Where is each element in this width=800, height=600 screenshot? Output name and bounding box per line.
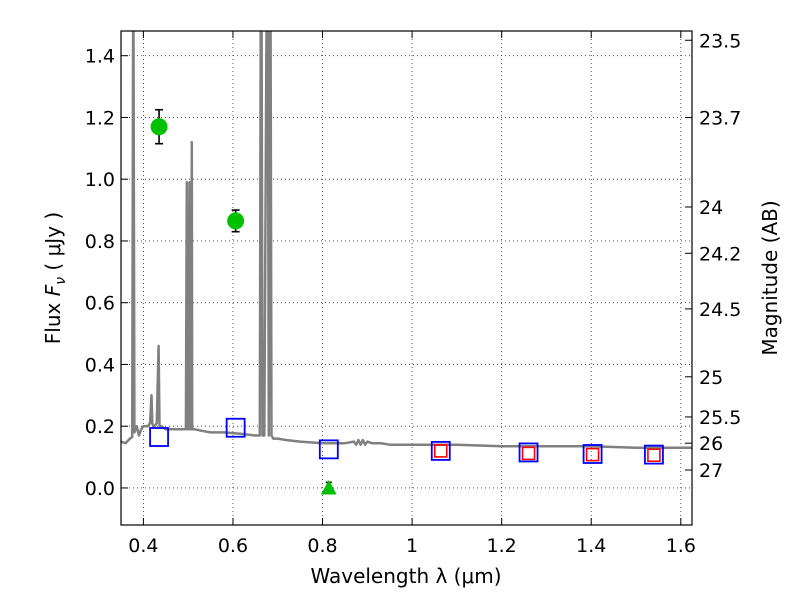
observed-photometry-point: [585, 447, 600, 462]
observed-photometry-point: [433, 444, 448, 458]
model-photometry-point: [518, 442, 539, 463]
model-photometry-point: [430, 440, 451, 461]
y-tick-label: 1.0: [85, 169, 115, 191]
y-tick-label: 1.2: [85, 107, 115, 129]
x-tick-label: 1.6: [666, 535, 696, 557]
y2-tick-label: 23.7: [699, 107, 741, 129]
y-tick-label: 0.2: [85, 416, 115, 438]
y2-tick-label: 23.5: [699, 30, 741, 52]
y-tick-label: 0.6: [85, 293, 115, 315]
x-tick-label: 1.4: [576, 535, 606, 557]
model-spectrum-line: [121, 31, 692, 450]
y2-axis-label: Magnitude (AB): [758, 200, 782, 355]
x-tick-label: 0.4: [128, 535, 158, 557]
y-tick-label: 0.0: [85, 478, 115, 500]
x-tick-label: 0.8: [307, 535, 337, 557]
model-photometry-point: [644, 444, 664, 465]
detection-point: [150, 118, 168, 136]
y-tick-label: 1.4: [85, 46, 115, 68]
x-tick-label: 1: [406, 535, 418, 557]
upper-limit-point: [320, 479, 337, 495]
model-photometry-point: [149, 427, 169, 447]
x-tick-label: 1.2: [487, 535, 517, 557]
x-axis-label: Wavelength λ (μm): [310, 564, 501, 588]
y2-tick-label: 24.5: [699, 299, 741, 321]
y-axis-label: Flux Fν ( μJy ): [41, 212, 69, 344]
observed-photometry-point: [521, 446, 536, 461]
model-photometry-point: [582, 444, 603, 464]
detection-point: [227, 212, 245, 230]
y2-tick-label: 24: [699, 197, 723, 219]
y2-tick-label: 25: [699, 367, 723, 389]
observed-photometry-point: [647, 448, 661, 463]
y2-tick-label: 25.5: [699, 407, 741, 429]
y2-tick-label: 26: [699, 433, 723, 455]
y2-tick-label: 27: [699, 460, 723, 482]
model-photometry-point: [225, 417, 246, 438]
plot-background: [121, 31, 692, 525]
x-tick-label: 0.6: [218, 535, 248, 557]
plot-frame: [120, 30, 693, 526]
y-tick-label: 0.4: [85, 354, 115, 376]
ticks: 0.4 0.6 0.8 1 1.2 1.4 1.6 0.0 0.2 0.4 0.6 0.8 1.0 1.2…: [85, 30, 742, 557]
marker-layer: [149, 108, 664, 495]
y-tick-label: 0.8: [85, 231, 115, 253]
model-photometry-point: [318, 439, 339, 460]
data-layer: [121, 31, 692, 450]
y2-tick-label: 24.2: [699, 243, 741, 265]
